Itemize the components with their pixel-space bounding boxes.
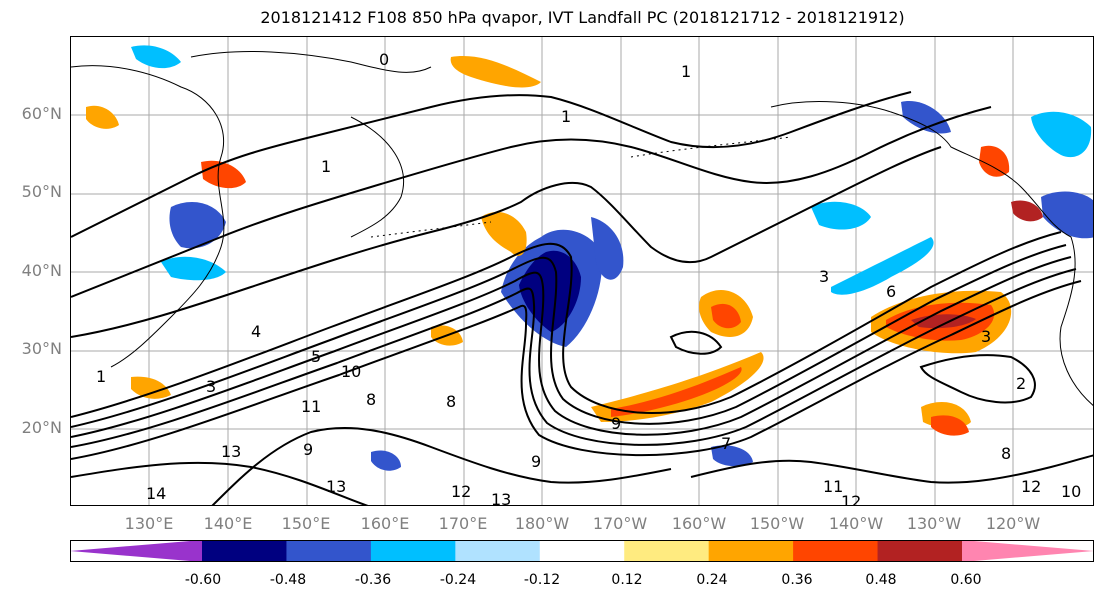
colorbar-outline xyxy=(70,540,1094,562)
contour-labels: 0 1 1 1 1 2 3 3 3 4 5 6 7 8 8 8 9 9 9 10… xyxy=(96,50,1081,506)
colorbar-tick: 0.36 xyxy=(781,572,813,588)
contour-label: 13 xyxy=(491,490,511,506)
colorbar-tick: -0.12 xyxy=(523,572,561,588)
map-title: 2018121412 F108 850 hPa qvapor, IVT Land… xyxy=(260,8,905,27)
map-plot-area: 0 1 1 1 1 2 3 3 3 4 5 6 7 8 8 8 9 9 9 10… xyxy=(70,36,1094,506)
colorbar-extend-min xyxy=(70,540,202,562)
contour-label: 13 xyxy=(326,477,346,496)
lon-label-150e: 150°E xyxy=(281,514,331,533)
coastlines xyxy=(71,51,1093,406)
colorbar-cell xyxy=(708,540,794,562)
ivt-contours xyxy=(71,91,1093,505)
lat-label-40n: 40°N xyxy=(21,261,62,280)
contour-label: 11 xyxy=(301,397,321,416)
colorbar-cell xyxy=(793,540,879,562)
colorbar-tick: -0.60 xyxy=(184,572,222,588)
lon-label-160w: 160°W xyxy=(671,514,727,533)
contour-label: 0 xyxy=(379,50,389,69)
colorbar-tick: -0.48 xyxy=(269,572,307,588)
colorbar-cell xyxy=(286,540,372,562)
contour-label: 3 xyxy=(981,327,991,346)
lon-label-170w: 170°W xyxy=(592,514,648,533)
colorbar-tick: -0.36 xyxy=(354,572,392,588)
contour-label: 10 xyxy=(341,362,361,381)
colorbar-tick: 0.24 xyxy=(696,572,728,588)
contour-label: 3 xyxy=(819,267,829,286)
lat-label-50n: 50°N xyxy=(21,182,62,201)
colorbar-tick: -0.24 xyxy=(439,572,477,588)
contour-label: 8 xyxy=(366,390,376,409)
lon-label-140e: 140°E xyxy=(203,514,253,533)
lat-label-20n: 20°N xyxy=(21,418,62,437)
lat-label-30n: 30°N xyxy=(21,339,62,358)
contour-label: 11 xyxy=(823,477,843,496)
lon-label-140w: 140°W xyxy=(828,514,884,533)
lon-label-150w: 150°W xyxy=(749,514,805,533)
contour-label: 4 xyxy=(251,322,261,341)
colorbar-cell xyxy=(455,540,541,562)
contour-label: 6 xyxy=(886,282,896,301)
contour-label: 12 xyxy=(841,492,861,506)
colorbar-cell xyxy=(202,540,287,562)
contour-label: 7 xyxy=(721,434,731,453)
colorbar-cell xyxy=(539,540,625,562)
colorbar-extend-max xyxy=(962,540,1094,562)
lon-label-160e: 160°E xyxy=(360,514,410,533)
contour-label: 10 xyxy=(1061,482,1081,501)
contour-label: 12 xyxy=(1021,477,1041,496)
colorbar xyxy=(70,540,1094,562)
contour-label: 1 xyxy=(561,107,571,126)
contour-label: 12 xyxy=(451,482,471,501)
lon-label-170e: 170°E xyxy=(438,514,488,533)
contour-label: 1 xyxy=(681,62,691,81)
contour-label: 1 xyxy=(96,367,106,386)
contour-label: 8 xyxy=(1001,444,1011,463)
map-canvas: 0 1 1 1 1 2 3 3 3 4 5 6 7 8 8 8 9 9 9 10… xyxy=(71,37,1093,506)
lon-label-130w: 130°W xyxy=(906,514,962,533)
contour-label: 9 xyxy=(303,440,313,459)
contour-label: 1 xyxy=(321,157,331,176)
contour-label: 5 xyxy=(311,347,321,366)
colorbar-cell xyxy=(624,540,710,562)
colorbar-cell xyxy=(877,540,963,562)
colorbar-tick: 0.60 xyxy=(950,572,982,588)
colorbar-tick: 0.12 xyxy=(611,572,643,588)
colorbar-cell xyxy=(370,540,456,562)
contour-label: 8 xyxy=(446,392,456,411)
lat-label-60n: 60°N xyxy=(21,104,62,123)
contour-label: 3 xyxy=(206,377,216,396)
contour-label: 13 xyxy=(221,442,241,461)
contour-label: 2 xyxy=(1016,374,1026,393)
lon-label-120w: 120°W xyxy=(985,514,1041,533)
lon-label-130e: 130°E xyxy=(124,514,174,533)
colorbar-tick: 0.48 xyxy=(865,572,897,588)
contour-label: 14 xyxy=(146,484,166,503)
contour-label: 9 xyxy=(531,452,541,471)
anomaly-fill xyxy=(86,45,1093,471)
contour-label: 9 xyxy=(611,414,621,433)
lon-label-180w: 180°W xyxy=(514,514,570,533)
